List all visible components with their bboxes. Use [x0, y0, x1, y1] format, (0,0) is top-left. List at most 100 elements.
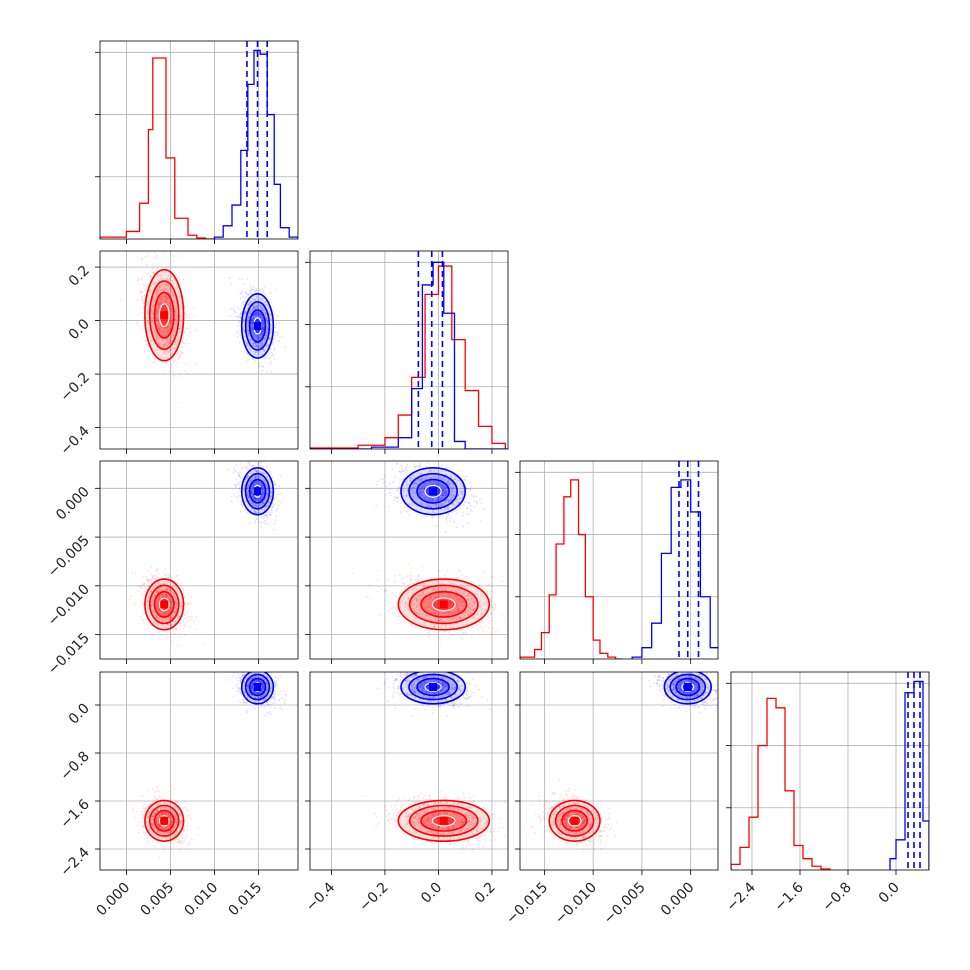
scatter-point: [155, 307, 158, 310]
scatter-point: [274, 483, 277, 486]
scatter-point: [176, 322, 178, 324]
scatter-point: [252, 315, 254, 317]
scatter-point: [271, 456, 273, 458]
scatter-point: [477, 625, 479, 627]
scatter-point: [165, 343, 168, 346]
scatter-point: [156, 254, 158, 257]
scatter-point: [174, 313, 177, 316]
scatter-point: [166, 609, 169, 612]
scatter-point: [156, 622, 159, 625]
scatter-point: [242, 301, 245, 304]
scatter-point: [248, 301, 251, 304]
scatter-point: [155, 590, 158, 593]
scatter-point: [407, 563, 410, 566]
scatter-point: [248, 303, 251, 306]
scatter-point: [165, 307, 168, 310]
scatter-point: [153, 594, 156, 597]
scatter-point: [150, 321, 153, 324]
scatter-point: [201, 643, 204, 646]
scatter-point: [254, 308, 256, 310]
scatter-point: [260, 308, 263, 311]
scatter-point: [395, 608, 397, 611]
scatter-point: [157, 319, 160, 322]
scatter-point: [266, 330, 269, 333]
scatter-point: [459, 570, 461, 573]
scatter-point: [171, 315, 174, 318]
scatter-point: [159, 328, 162, 331]
scatter-point: [161, 624, 164, 626]
scatter-point: [175, 587, 177, 589]
scatter-point: [145, 602, 148, 605]
scatter-point: [238, 341, 241, 344]
scatter-point: [161, 339, 164, 342]
scatter-point: [267, 343, 270, 346]
scatter-point: [444, 530, 447, 533]
scatter-point: [263, 327, 265, 330]
scatter-point: [165, 319, 168, 322]
y-tick-label: 0.0: [66, 316, 93, 343]
scatter-point: [157, 353, 160, 355]
scatter-point: [240, 477, 243, 480]
scatter-point: [157, 600, 160, 603]
scatter-point: [254, 336, 257, 339]
scatter-point: [239, 313, 241, 316]
scatter-point: [428, 635, 431, 638]
scatter-point: [184, 623, 187, 626]
scatter-point: [150, 308, 153, 310]
scatter-point: [406, 584, 409, 587]
scatter-point: [261, 343, 264, 346]
scatter-point: [410, 623, 413, 626]
scatter-point: [167, 329, 170, 331]
scatter-point: [183, 595, 186, 598]
scatter-point: [235, 485, 238, 488]
scatter-point: [236, 306, 239, 308]
scatter-point: [279, 492, 282, 495]
scatter-point: [159, 593, 162, 596]
scatter-point: [166, 332, 169, 335]
scatter-point: [247, 322, 249, 324]
scatter-point: [157, 300, 160, 302]
scatter-point: [180, 605, 183, 607]
scatter-point: [264, 457, 266, 459]
scatter-point: [178, 301, 181, 303]
scatter-point: [152, 586, 155, 588]
scatter-point: [264, 293, 267, 295]
scatter-point: [163, 589, 166, 591]
scatter-point: [162, 588, 165, 591]
scatter-point: [187, 616, 190, 618]
scatter-point: [261, 330, 264, 333]
scatter-point: [284, 346, 287, 348]
scatter-point: [184, 625, 187, 628]
scatter-point: [247, 303, 250, 306]
scatter-point: [163, 613, 166, 616]
scatter-point: [401, 578, 404, 580]
scatter-point: [146, 585, 149, 588]
scatter-point: [189, 615, 192, 618]
scatter-point: [253, 306, 256, 308]
scatter-point: [156, 274, 159, 276]
scatter-point: [161, 309, 164, 312]
scatter-point: [151, 268, 154, 270]
scatter-point: [167, 296, 170, 299]
scatter-point: [174, 596, 176, 598]
scatter-point: [146, 598, 149, 601]
scatter-point: [261, 316, 264, 318]
scatter-point: [265, 514, 268, 516]
scatter-point: [255, 289, 258, 292]
scatter-point: [438, 570, 440, 573]
scatter-point: [165, 617, 167, 620]
scatter-point: [182, 587, 185, 590]
scatter-point: [165, 301, 168, 303]
scatter-point: [256, 305, 258, 307]
scatter-point: [246, 359, 249, 362]
scatter-point: [274, 519, 277, 522]
scatter-point: [488, 619, 490, 622]
scatter-point: [163, 339, 166, 341]
scatter-point: [169, 306, 172, 308]
scatter-point: [162, 295, 165, 298]
scatter-point: [170, 336, 172, 338]
scatter-point: [162, 594, 164, 597]
scatter-point: [145, 311, 148, 314]
scatter-point: [156, 290, 158, 293]
scatter-point: [168, 277, 171, 279]
